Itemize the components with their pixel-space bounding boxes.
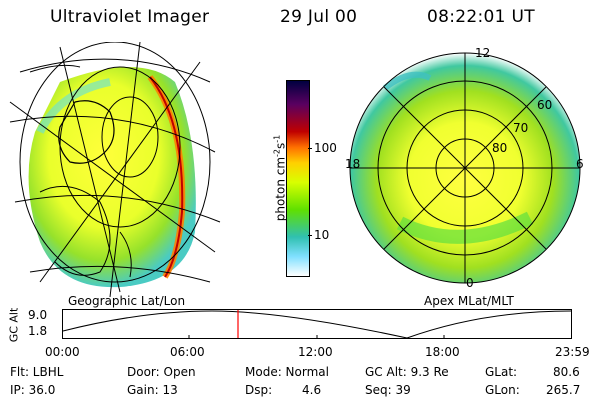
altitude-plot: [62, 309, 572, 339]
glat-label: GLat:: [485, 365, 518, 379]
polar-image: [349, 52, 581, 284]
mode-status: Mode: Normal: [245, 365, 329, 379]
ip-status: IP: 36.0: [10, 383, 56, 397]
time-tick-0600: 06:00: [170, 345, 205, 359]
colorbar-tick-10: 10: [314, 228, 330, 242]
glat-value: 80.6: [553, 365, 580, 379]
mlat-mlt-grid: [349, 52, 581, 284]
apex-panel-label: Apex MLat/MLT: [424, 294, 514, 308]
time-tick-0000: 00:00: [45, 345, 80, 359]
colorbar-unit-label: photon cm-2s-1: [272, 134, 288, 222]
altitude-tick-bottom: 1.8: [28, 324, 48, 338]
time-tick-2359: 23:59: [555, 345, 590, 359]
gc-alt-status: GC Alt: 9.3 Re: [365, 365, 449, 379]
altitude-curve: [62, 310, 572, 339]
dsp-label: Dsp:: [245, 383, 273, 397]
colorbar-tick-mark-10: [308, 235, 312, 236]
dsp-value: 4.6: [302, 383, 322, 397]
mlat-label-60: 60: [537, 98, 553, 112]
coastline: [58, 100, 115, 164]
door-status: Door: Open: [127, 365, 196, 379]
mlt-label-0: 0: [466, 276, 474, 290]
lat-lon-grid: [9, 42, 221, 297]
altitude-tick-top: 9.0: [28, 308, 48, 322]
app-title: Ultraviolet Imager: [50, 7, 210, 27]
time-label: 08:22:01 UT: [427, 7, 535, 27]
glon-value: 265.7: [546, 383, 581, 397]
geographic-image: [9, 42, 221, 297]
gain-status: Gain: 13: [127, 383, 178, 397]
altitude-axis-label: GC Alt: [7, 307, 21, 343]
colorbar-tick-100: 100: [314, 141, 337, 155]
mlt-label-12: 12: [475, 46, 491, 60]
mlt-label-6: 6: [576, 157, 584, 171]
colorbar: [286, 80, 310, 277]
time-tick-1800: 18:00: [425, 345, 460, 359]
mlt-label-18: 18: [345, 157, 361, 171]
geographic-panel-label: Geographic Lat/Lon: [68, 294, 186, 308]
filter-status: Flt: LBHL: [10, 365, 64, 379]
seq-status: Seq: 39: [365, 383, 411, 397]
time-tick-1200: 12:00: [298, 345, 333, 359]
glon-label: GLon:: [485, 383, 520, 397]
mlat-label-70: 70: [513, 121, 529, 135]
date-label: 29 Jul 00: [280, 7, 358, 27]
colorbar-tick-mark-100: [308, 148, 312, 149]
mlat-label-80: 80: [492, 141, 508, 155]
